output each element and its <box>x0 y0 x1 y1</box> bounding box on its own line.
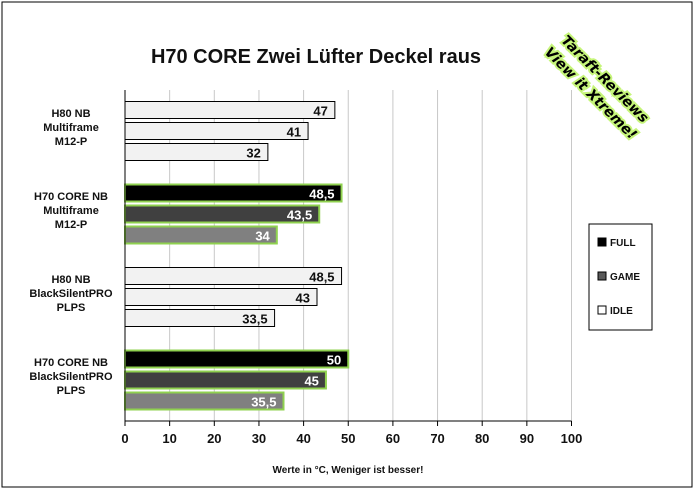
category-label-line: BlackSilentPRO <box>29 288 113 300</box>
legend-swatch <box>597 237 607 247</box>
bar <box>124 370 327 390</box>
x-tick-label: 60 <box>386 431 400 446</box>
bar-value-label: 48,5 <box>309 187 334 202</box>
bar-value-label: 41 <box>287 125 301 140</box>
bar <box>124 122 309 140</box>
x-tick-label: 20 <box>207 431 221 446</box>
axes: 0 10 20 30 40 50 60 70 80 90 100 <box>121 90 582 446</box>
x-tick-label: 0 <box>121 431 128 446</box>
legend-swatch <box>597 271 607 281</box>
category-label-line: H70 CORE NB <box>34 191 108 203</box>
x-tick-label: 100 <box>561 431 583 446</box>
x-tick-label: 90 <box>520 431 534 446</box>
bar <box>124 349 350 369</box>
category-label-line: M12-P <box>55 219 87 231</box>
category-label-line: H80 NB <box>51 108 90 120</box>
bar-value-label: 43,5 <box>287 208 312 223</box>
category-label-line: H70 CORE NB <box>34 357 108 369</box>
x-tick-label: 70 <box>430 431 444 446</box>
bar <box>124 101 336 119</box>
bar-value-label: 35,5 <box>251 395 276 410</box>
x-tick-label: 80 <box>475 431 489 446</box>
bar-value-label: 33,5 <box>242 312 267 327</box>
category-label-line: H80 NB <box>51 274 90 286</box>
bar-value-label: 47 <box>313 104 327 119</box>
legend: FULL GAME IDLE <box>588 223 653 331</box>
chart-title: H70 CORE Zwei Lüfter Deckel raus <box>151 46 481 68</box>
x-tick-label: 40 <box>296 431 310 446</box>
bar <box>124 288 318 306</box>
legend-label: GAME <box>610 272 640 283</box>
category-label-line: PLPS <box>57 302 86 314</box>
category-labels: H80 NB Multiframe M12-P H70 CORE NB Multifra… <box>29 108 113 397</box>
x-axis-title: Werte in °C, Weniger ist besser! <box>273 465 424 476</box>
bar-value-label: 32 <box>246 146 260 161</box>
legend-swatch <box>597 305 607 315</box>
category-label-line: Multiframe <box>43 205 99 217</box>
category-label: H80 NB Multiframe M12-P <box>43 108 99 148</box>
category-label-line: M12-P <box>55 136 87 148</box>
x-tick-label: 50 <box>341 431 355 446</box>
bars: 47 41 32 48,5 43,5 34 48,5 43 33,5 50 45 35,5 <box>124 101 350 411</box>
category-label: H80 NB BlackSilentPRO PLPS <box>29 274 113 314</box>
legend-label: FULL <box>610 238 636 249</box>
x-tick-label: 10 <box>162 431 176 446</box>
legend-label: IDLE <box>610 306 633 317</box>
category-label-line: BlackSilentPRO <box>29 371 113 383</box>
bar-value-label: 43 <box>296 291 310 306</box>
bar-value-label: 48,5 <box>309 270 334 285</box>
x-tick-label: 30 <box>252 431 266 446</box>
bar <box>124 225 278 245</box>
category-label: H70 CORE NB Multiframe M12-P <box>34 191 108 231</box>
bar-value-label: 45 <box>304 374 318 389</box>
category-label-line: PLPS <box>57 385 86 397</box>
category-label-line: Multiframe <box>43 122 99 134</box>
category-label: H70 CORE NB BlackSilentPRO PLPS <box>29 357 113 397</box>
bar-value-label: 50 <box>327 353 341 368</box>
bar-value-label: 34 <box>255 229 270 244</box>
